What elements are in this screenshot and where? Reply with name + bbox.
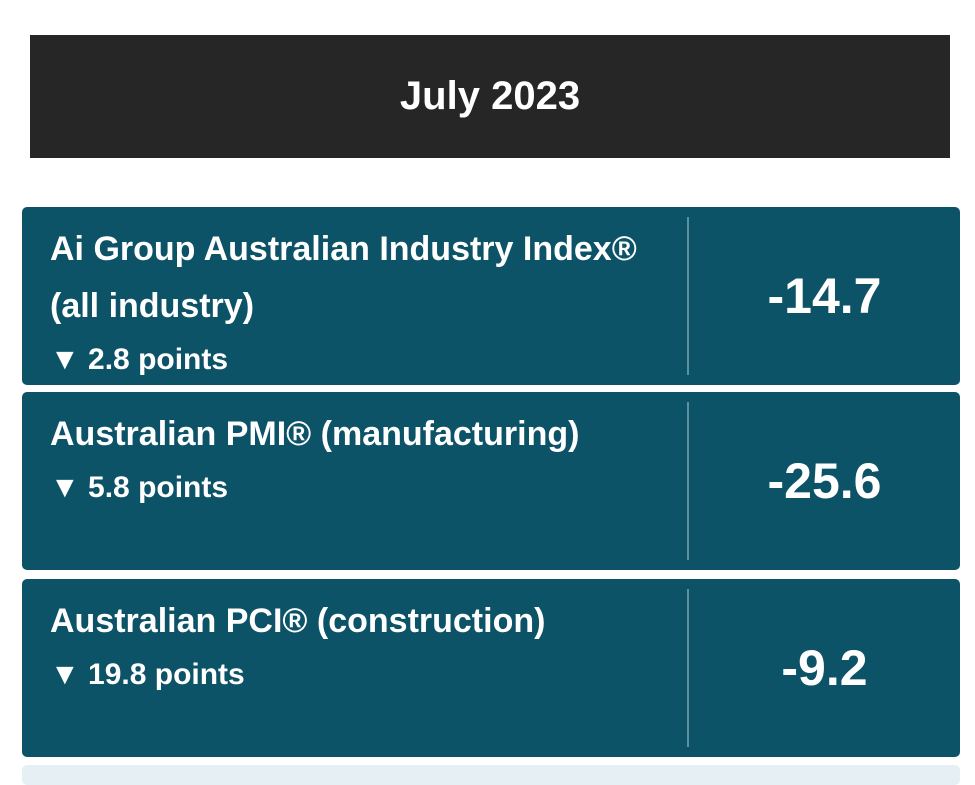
divider [687, 589, 689, 747]
index-row: Australian PMI® (manufacturing) ▼ 5.8 poi… [22, 392, 960, 570]
index-row: Ai Group Australian Industry Index® (all… [22, 207, 960, 385]
index-info: Australian PMI® (manufacturing) ▼ 5.8 poi… [50, 406, 670, 513]
header: July 2023 [30, 35, 950, 158]
index-change: ▼ 19.8 points [50, 658, 245, 691]
index-value: -25.6 [767, 453, 882, 509]
index-change: ▼ 2.8 points [50, 343, 229, 376]
next-row [22, 765, 960, 785]
divider [687, 217, 689, 375]
index-value: -14.7 [767, 268, 882, 324]
index-row: Australian PCI® (construction) ▼ 19.8 poi… [22, 579, 960, 757]
index-name: Australian PCI® (construction) [50, 602, 546, 640]
header-title: July 2023 [399, 74, 581, 118]
index-info: Ai Group Australian Industry Index® (all… [50, 221, 670, 385]
index-change: ▼ 5.8 points [50, 471, 229, 504]
index-name: Australian PMI® (manufacturing) [50, 415, 580, 453]
divider [687, 402, 689, 560]
index-name: Ai Group Australian Industry Index® (all… [50, 230, 637, 325]
index-value: -9.2 [781, 640, 868, 696]
index-info: Australian PCI® (construction) ▼ 19.8 poi… [50, 593, 670, 700]
